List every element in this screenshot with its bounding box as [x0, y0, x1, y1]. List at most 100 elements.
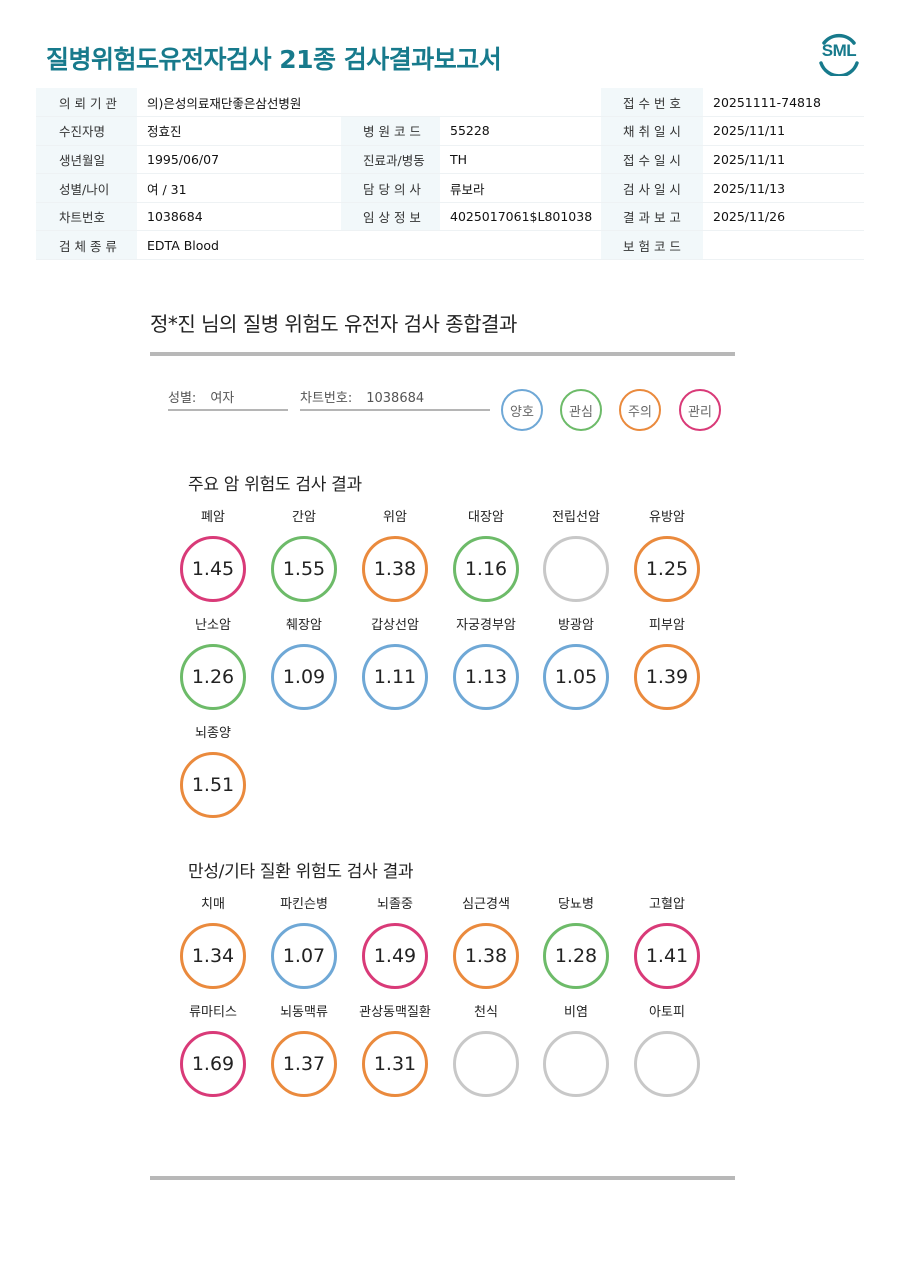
disease-name: 위암	[383, 510, 407, 525]
risk-score-circle: 1.31	[362, 1031, 428, 1097]
info-row: 성별/나이 여 / 31 담 당 의 사 류보라 검 사 일 시 2025/11…	[36, 173, 864, 203]
disease-name: 뇌종양	[195, 726, 231, 741]
info-value: TH	[440, 145, 601, 175]
sex-field: 성별: 여자	[168, 387, 288, 411]
risk-result-item: 폐암 1.45	[168, 509, 258, 602]
info-label: 채 취 일 시	[601, 116, 703, 146]
risk-score-circle	[634, 1031, 700, 1097]
risk-score-circle: 1.38	[362, 536, 428, 602]
disease-name: 유방암	[649, 510, 685, 525]
risk-result-item: 자궁경부암 1.13	[441, 617, 531, 710]
risk-result-item: 천식	[441, 1004, 531, 1097]
risk-score-circle: 1.07	[271, 923, 337, 989]
disease-name: 난소암	[195, 618, 231, 633]
disease-name: 췌장암	[286, 618, 322, 633]
disease-name: 갑상선암	[371, 618, 419, 633]
disease-name: 자궁경부암	[456, 618, 516, 633]
logo-ring-icon	[819, 33, 859, 78]
logo-text: SML	[821, 41, 857, 60]
disease-name: 파킨슨병	[280, 897, 328, 912]
cancer-section-title: 주요 암 위험도 검사 결과	[188, 475, 362, 495]
risk-result-item: 대장암 1.16	[441, 509, 531, 602]
risk-score-circle: 1.37	[271, 1031, 337, 1097]
chart-number-field: 차트번호: 1038684	[300, 387, 490, 411]
legend-manage: 관리	[679, 389, 721, 431]
disease-name: 간암	[292, 510, 316, 525]
disease-name: 뇌동맥류	[280, 1005, 328, 1020]
info-label: 접 수 번 호	[601, 88, 703, 118]
info-value: 정효진	[137, 116, 341, 146]
info-label: 진료과/병동	[341, 145, 440, 175]
info-label: 담 당 의 사	[341, 173, 440, 203]
disease-name: 피부암	[649, 618, 685, 633]
risk-score-circle: 1.49	[362, 923, 428, 989]
info-value: 류보라	[440, 173, 601, 203]
info-row: 검 체 종 류 EDTA Blood 보 험 코 드	[36, 230, 864, 261]
risk-score-circle	[543, 536, 609, 602]
info-label: 임 상 정 보	[341, 202, 440, 232]
risk-score-circle: 1.38	[453, 923, 519, 989]
risk-score-circle: 1.25	[634, 536, 700, 602]
info-value: 1038684	[137, 202, 341, 232]
risk-result-item: 전립선암	[531, 509, 621, 602]
risk-result-item: 피부암 1.39	[622, 617, 712, 710]
disease-name: 비염	[564, 1005, 588, 1020]
info-label: 수진자명	[36, 116, 137, 146]
info-row: 수진자명 정효진 병 원 코 드 55228 채 취 일 시 2025/11/1…	[36, 116, 864, 146]
chart-number-label: 차트번호:	[300, 391, 353, 406]
risk-score-circle: 1.16	[453, 536, 519, 602]
chronic-section-title: 만성/기타 질환 위험도 검사 결과	[188, 862, 414, 882]
disease-name: 고혈압	[649, 897, 685, 912]
risk-result-item: 뇌동맥류 1.37	[259, 1004, 349, 1097]
risk-result-item: 뇌종양 1.51	[168, 725, 258, 818]
top-divider	[150, 352, 735, 356]
info-label: 차트번호	[36, 202, 137, 232]
info-label: 검 체 종 류	[36, 230, 137, 261]
legend-interest: 관심	[560, 389, 602, 431]
disease-name: 천식	[474, 1005, 498, 1020]
disease-name: 방광암	[558, 618, 594, 633]
info-value: 55228	[440, 116, 601, 146]
info-label: 검 사 일 시	[601, 173, 703, 203]
risk-result-item: 유방암 1.25	[622, 509, 712, 602]
risk-result-item: 방광암 1.05	[531, 617, 621, 710]
info-value: EDTA Blood	[137, 230, 601, 261]
risk-score-circle: 1.39	[634, 644, 700, 710]
info-label: 접 수 일 시	[601, 145, 703, 175]
info-label: 성별/나이	[36, 173, 137, 203]
risk-result-item: 파킨슨병 1.07	[259, 896, 349, 989]
info-row: 차트번호 1038684 임 상 정 보 4025017061$L801038 …	[36, 202, 864, 232]
info-value: 2025/11/26	[703, 202, 864, 232]
sex-value: 여자	[210, 391, 235, 406]
info-value: 1995/06/07	[137, 145, 341, 175]
report-title: 질병위험도유전자검사 21종 검사결과보고서	[46, 45, 502, 74]
risk-result-item: 뇌졸중 1.49	[350, 896, 440, 989]
disease-name: 당뇨병	[558, 897, 594, 912]
risk-result-item: 비염	[531, 1004, 621, 1097]
info-value: 4025017061$L801038	[440, 202, 601, 232]
sex-label: 성별:	[168, 391, 197, 406]
disease-name: 심근경색	[462, 897, 510, 912]
disease-name: 관상동맥질환	[359, 1005, 431, 1020]
risk-score-circle: 1.45	[180, 536, 246, 602]
risk-result-item: 간암 1.55	[259, 509, 349, 602]
risk-result-item: 관상동맥질환 1.31	[350, 1004, 440, 1097]
disease-name: 전립선암	[552, 510, 600, 525]
disease-name: 대장암	[468, 510, 504, 525]
sml-logo: SML	[816, 30, 862, 78]
risk-result-item: 치매 1.34	[168, 896, 258, 989]
risk-score-circle: 1.28	[543, 923, 609, 989]
disease-name: 폐암	[201, 510, 225, 525]
info-value: 2025/11/11	[703, 116, 864, 146]
info-label: 생년월일	[36, 145, 137, 175]
risk-score-circle	[543, 1031, 609, 1097]
risk-result-item: 류마티스 1.69	[168, 1004, 258, 1097]
legend-caution: 주의	[619, 389, 661, 431]
risk-score-circle: 1.55	[271, 536, 337, 602]
summary-title: 정*진 님의 질병 위험도 유전자 검사 종합결과	[150, 312, 517, 336]
info-label: 보 험 코 드	[601, 230, 703, 261]
risk-score-circle: 1.05	[543, 644, 609, 710]
risk-result-item: 난소암 1.26	[168, 617, 258, 710]
risk-result-item: 아토피	[622, 1004, 712, 1097]
risk-result-item: 위암 1.38	[350, 509, 440, 602]
